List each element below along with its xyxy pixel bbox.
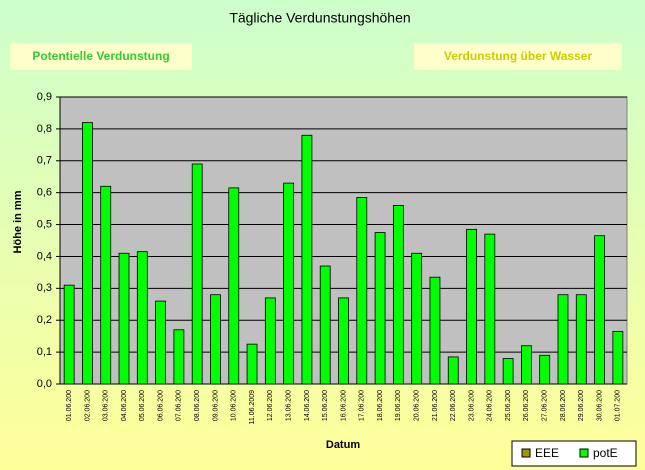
- x-tick-label: 16.06.200: [340, 390, 347, 421]
- chart-title: Tägliche Verdunstungshöhen: [229, 10, 410, 26]
- y-tick-label: 0,2: [37, 314, 52, 326]
- x-tick-label: 15.06.200: [322, 390, 329, 421]
- x-tick-label: 27.06.200: [542, 390, 549, 421]
- bar: [118, 252, 130, 385]
- bar: [502, 358, 514, 385]
- bar: [466, 228, 477, 385]
- x-tick-label: 01.06.200: [66, 390, 73, 421]
- button[interactable]: Verdunstung über Wasser: [414, 43, 622, 70]
- bar: [484, 233, 496, 385]
- x-tick-label: 07.06.200: [176, 390, 183, 421]
- x-tick-label: 21.06.200: [432, 390, 439, 421]
- y-tick-label: 0,3: [37, 282, 52, 294]
- legend-label: potE: [593, 446, 618, 460]
- x-tick-label: 08.06.200: [194, 390, 201, 421]
- y-tick-label: 0,4: [37, 250, 52, 262]
- bar: [228, 187, 240, 385]
- x-tick-label: 25.06.200: [505, 390, 512, 421]
- y-tick-label: 0,0: [37, 378, 52, 390]
- x-tick-label: 01.07.200: [615, 390, 622, 421]
- button-label[interactable]: Verdunstung über Wasser: [444, 49, 593, 63]
- bar: [594, 235, 605, 385]
- bar: [191, 163, 203, 385]
- legend: [511, 440, 637, 467]
- x-tick-label: 28.06.200: [560, 390, 567, 421]
- bar: [246, 343, 258, 385]
- y-tick-label: 0,1: [37, 346, 52, 358]
- bar: [392, 205, 404, 385]
- x-tick-label: 09.06.200: [212, 390, 219, 421]
- x-tick-label: 12.06.200: [267, 390, 274, 421]
- x-tick-label: 19.06.200: [395, 390, 402, 421]
- bar: [301, 134, 313, 385]
- bar: [319, 265, 331, 385]
- bar: [283, 182, 295, 385]
- x-tick-label: 18.06.200: [377, 390, 384, 421]
- x-tick-label: 11.06.2009: [249, 390, 256, 425]
- bar: [411, 252, 423, 385]
- x-tick-label: 30.06.200: [596, 390, 603, 421]
- bar: [447, 356, 459, 385]
- legend-swatch: [579, 448, 589, 458]
- bar: [100, 185, 112, 385]
- bar: [82, 122, 93, 385]
- x-tick-label: 03.06.200: [103, 390, 110, 421]
- bar: [557, 294, 569, 385]
- bar: [539, 354, 551, 385]
- x-tick-label: 17.06.200: [359, 390, 366, 421]
- x-tick-label: 14.06.200: [304, 390, 311, 421]
- x-tick-label: 13.06.200: [285, 390, 292, 421]
- bar: [612, 330, 624, 385]
- bar: [338, 297, 349, 385]
- y-tick-label: 0,9: [37, 91, 52, 103]
- button-label[interactable]: Potentielle Verdunstung: [32, 49, 169, 63]
- x-tick-label: 02.06.200: [84, 390, 91, 421]
- x-tick-label: 23.06.200: [468, 390, 475, 421]
- x-tick-label: 29.06.200: [578, 390, 585, 421]
- x-tick-label: 06.06.200: [157, 390, 164, 421]
- x-tick-label: 20.06.200: [414, 390, 421, 421]
- y-axis-label: Höhe in mm: [12, 190, 24, 253]
- bar: [575, 294, 587, 385]
- legend-swatch: [521, 448, 531, 458]
- bar: [264, 297, 276, 385]
- x-tick-label: 24.06.200: [487, 390, 494, 421]
- bar: [155, 300, 166, 385]
- bar: [521, 345, 532, 385]
- button-bg[interactable]: [10, 43, 192, 70]
- x-tick-label: 10.06.200: [231, 390, 238, 421]
- x-tick-label: 22.06.200: [450, 390, 457, 421]
- button-bg[interactable]: [414, 43, 622, 70]
- y-tick-label: 0,6: [37, 187, 52, 199]
- legend-label: EEE: [535, 446, 559, 460]
- x-axis-label: Datum: [326, 439, 360, 451]
- y-tick-label: 0,5: [37, 218, 52, 230]
- bar: [374, 232, 386, 385]
- bar: [429, 276, 441, 385]
- bar: [210, 294, 221, 385]
- x-tick-label: 04.06.200: [121, 390, 128, 421]
- bar: [63, 284, 75, 385]
- button[interactable]: Potentielle Verdunstung: [10, 43, 192, 70]
- y-tick-label: 0,7: [37, 155, 52, 167]
- x-tick-label: 05.06.200: [139, 390, 146, 421]
- bar: [136, 251, 148, 385]
- bar: [173, 329, 185, 385]
- y-tick-label: 0,8: [37, 123, 52, 135]
- x-tick-label: 26.06.200: [523, 390, 530, 421]
- bar: [356, 197, 368, 385]
